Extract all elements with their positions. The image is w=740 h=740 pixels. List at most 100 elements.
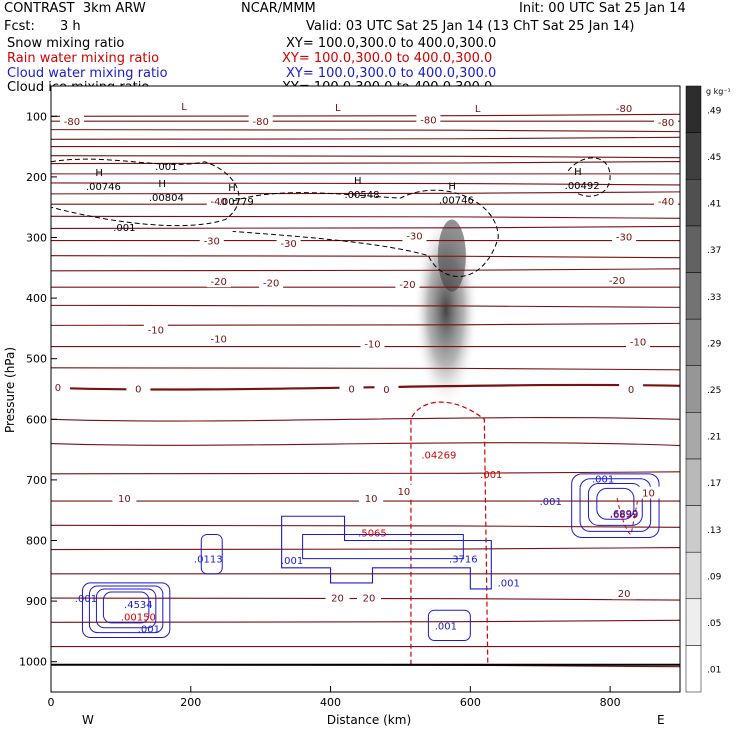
- colorbar-label: .49: [707, 106, 722, 116]
- y-tick-label: 500: [26, 353, 47, 366]
- isotherm-line: [50, 113, 681, 117]
- isotherm-label: -80: [616, 104, 632, 115]
- colorbar-segment: [685, 551, 702, 600]
- y-tick-label: 1000: [19, 656, 47, 669]
- isotherm-line: [50, 597, 681, 601]
- isotherm-label: -10: [148, 326, 164, 337]
- isotherm-label: -80: [420, 115, 436, 126]
- x-tick-label: 600: [460, 696, 481, 709]
- isotherm-line: [50, 547, 681, 551]
- isotherm-label: -80: [64, 117, 80, 128]
- cloud-water-contour: [596, 487, 635, 520]
- rain-contour-label: .00150: [121, 612, 156, 623]
- isotherm-line: [50, 304, 681, 308]
- cloud-water-contour: [102, 591, 150, 624]
- colorbar-label: .37: [707, 246, 721, 256]
- valid-time: Valid: 03 UTC Sat 25 Jan 14 (13 ChT Sat …: [306, 19, 635, 34]
- isotherm-label-bg: [206, 195, 231, 208]
- isotherm-label-bg: [325, 591, 350, 604]
- isotherm-label: -30: [280, 239, 296, 250]
- cloud-water-contour-label: .0113: [194, 555, 223, 566]
- isotherm-label-bg: [276, 236, 301, 249]
- cloud-ice-max-label: .00779: [219, 197, 254, 208]
- isotherm-line: [50, 136, 681, 140]
- cloud-ice-max-marker: H: [448, 181, 456, 192]
- cloud-water-contour-label: .001: [592, 475, 614, 486]
- colorbar-segment: [685, 458, 702, 506]
- cloud-water-contour-label: .6899: [610, 509, 639, 520]
- isotherm-line: [50, 268, 681, 272]
- center-name: NCAR/MMM: [241, 1, 316, 16]
- field-xy-rain: XY= 100.0,300.0 to 400.0,300.0: [282, 51, 493, 66]
- colorbar-segment: [685, 598, 702, 646]
- x-tick-label: 400: [320, 696, 341, 709]
- isotherm-label-bg: [612, 101, 637, 114]
- cloud-water-contour: [81, 582, 171, 638]
- contour-labels: -80 -80 -80 -80 -80 -40 -40 -30 -30 -30 -30 -20 -20 -…: [45, 101, 679, 635]
- colorbar-unit: g kg⁻¹: [706, 87, 731, 96]
- colorbar-segment: [685, 85, 702, 133]
- isotherm-label-bg: [654, 195, 679, 208]
- rain-contour-label: .04269: [421, 450, 456, 461]
- isotherm-label-bg: [339, 382, 364, 395]
- colorbar-label: .29: [707, 339, 722, 349]
- isotherm-label-bg: [359, 492, 384, 505]
- isotherm-label: 0: [348, 384, 354, 395]
- isotherm-label-bg: [259, 276, 284, 289]
- isotherm-label: -30: [406, 232, 422, 243]
- cloud-water-contour: [281, 515, 492, 590]
- colorbar-label: .17: [707, 479, 721, 489]
- colorbar-label: .41: [707, 200, 721, 210]
- cloud-ice-max-label: .00492: [565, 181, 600, 192]
- isotherm-label: 10: [642, 489, 655, 500]
- colorbar-label: .25: [707, 386, 721, 396]
- isotherm-label-bg: [612, 587, 637, 600]
- cloud-water-contour: [302, 533, 464, 560]
- isotherm-label: -20: [211, 277, 227, 288]
- isotherm-label: 20: [331, 593, 344, 604]
- isotherm-label: -10: [211, 335, 227, 346]
- isotherm-label: 20: [363, 593, 376, 604]
- cloud-ice-max-label: .00548: [345, 190, 380, 201]
- isotherm-label-bg: [374, 383, 399, 395]
- colorbar-segment: [685, 318, 702, 366]
- plot-axes: 0 200 400 600 800100200300400500600700800900…: [19, 85, 681, 709]
- isotherm-label: -10: [630, 338, 646, 349]
- temperature-min-marker: L: [181, 102, 187, 113]
- cloud-water-contour: [587, 483, 643, 526]
- colorbar: .01 .05 .09 .13 .17 .21 .25 .29 .33 .37 .41 .45 .49: [685, 85, 722, 693]
- isotherm-label: 10: [118, 494, 131, 505]
- isotherm-label: -20: [263, 278, 279, 289]
- cloud-ice-max-marker: H: [158, 179, 166, 190]
- colorbar-label: .33: [707, 293, 721, 303]
- x-tick-label: 800: [600, 696, 621, 709]
- isotherm-label-bg: [143, 323, 168, 336]
- y-tick-label: 900: [26, 595, 47, 608]
- colorbar-segment: [685, 272, 702, 320]
- colorbar-label: .01: [707, 666, 721, 676]
- rain-contour-label: .5065: [358, 529, 387, 540]
- colorbar-segment: [685, 412, 702, 460]
- cloud-water-contour: [200, 533, 223, 575]
- isotherm-label: 0: [383, 385, 389, 396]
- isotherm-label-bg: [248, 115, 273, 128]
- isotherm-label-bg: [360, 337, 385, 350]
- cloud-ice-max-marker: H: [228, 183, 236, 194]
- y-tick-label: 400: [26, 292, 47, 305]
- isotherm-line: [50, 225, 681, 229]
- plot-frame: [50, 85, 681, 693]
- isotherm-label-bg: [654, 115, 679, 128]
- init-time: Init: 00 UTC Sat 25 Jan 14: [519, 1, 686, 16]
- isotherm-line: [50, 129, 681, 133]
- cloud-water-contour: [427, 609, 471, 641]
- rain-contour-label: .001: [480, 470, 502, 481]
- field-name-cloudwater: Cloud water mixing ratio: [7, 66, 168, 81]
- cloud-water-contour-label: .001: [75, 594, 97, 605]
- isotherm-line: [50, 524, 681, 528]
- snow-shading-peak: [437, 219, 466, 292]
- cloud-ice-max-label: .00746: [439, 195, 474, 206]
- isotherm-label: -20: [609, 276, 625, 287]
- isotherm-line: [50, 471, 681, 475]
- colorbar-label: .45: [707, 153, 721, 163]
- isotherm-label: 10: [398, 487, 411, 498]
